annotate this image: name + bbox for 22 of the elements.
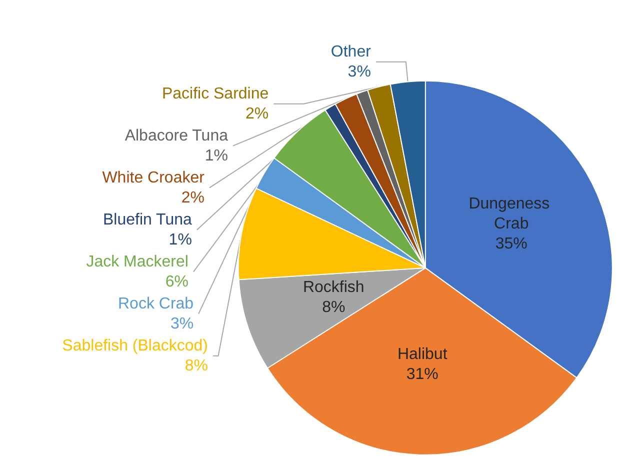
slice-label: White Croaker bbox=[102, 169, 206, 186]
slice-label: Rock Crab bbox=[118, 295, 194, 312]
data-label: 8% bbox=[184, 357, 208, 374]
slice-label: Pacific Sardine bbox=[162, 85, 269, 102]
data-label: 1% bbox=[204, 147, 228, 164]
slice-label: Rockfish bbox=[302, 279, 364, 296]
data-label: 31% bbox=[406, 366, 438, 383]
data-label: 2% bbox=[181, 189, 204, 206]
data-label: 35% bbox=[495, 236, 528, 253]
data-label: 8% bbox=[322, 299, 346, 316]
slice-label: Sablefish (Blackcod) bbox=[62, 337, 208, 354]
data-label: 3% bbox=[348, 63, 371, 80]
slice-label: Albacore Tuna bbox=[124, 127, 228, 144]
slice-label: Other bbox=[330, 43, 372, 60]
data-label: 3% bbox=[170, 315, 194, 332]
slice-label: Dungeness Crab bbox=[468, 196, 554, 233]
slice-label: Bluefin Tuna bbox=[102, 211, 192, 228]
slice-label: Jack Mackerel bbox=[86, 253, 188, 270]
data-label: 1% bbox=[168, 231, 192, 248]
data-label: 2% bbox=[246, 105, 269, 122]
data-label: 6% bbox=[165, 273, 188, 290]
slice-label: Halibut bbox=[397, 346, 448, 363]
